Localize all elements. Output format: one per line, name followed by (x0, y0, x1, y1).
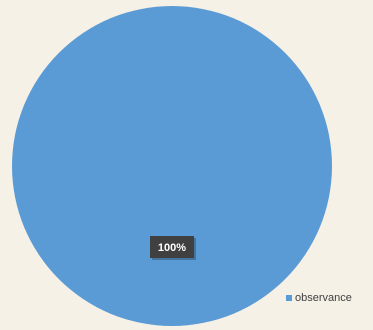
legend-swatch (286, 295, 292, 301)
data-label: 100% (158, 242, 186, 254)
data-label-box (150, 236, 194, 258)
chart-legend: observance (286, 292, 352, 304)
pie-slice-observance (12, 6, 332, 326)
legend-label: observance (295, 292, 352, 304)
